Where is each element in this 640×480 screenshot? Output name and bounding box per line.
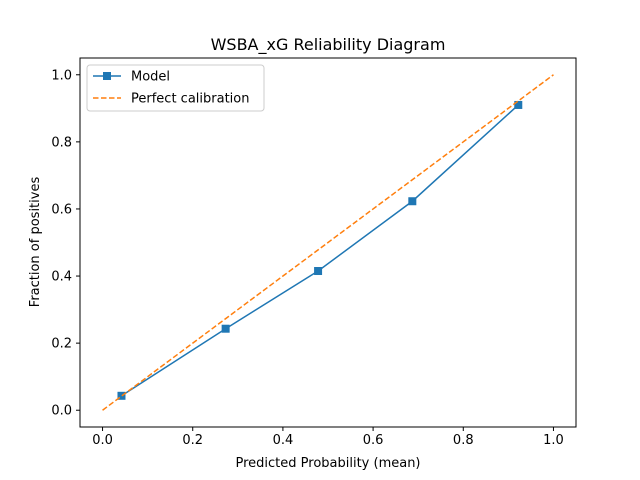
x-tick-label: 0.4 bbox=[273, 433, 294, 448]
legend: Model Perfect calibration bbox=[86, 64, 265, 112]
y-tick-label: 0.4 bbox=[51, 270, 72, 285]
legend-swatch-marker bbox=[103, 72, 111, 80]
data-point bbox=[117, 391, 126, 400]
y-tick-label: 0.8 bbox=[51, 135, 72, 150]
data-point bbox=[314, 267, 323, 276]
data-point bbox=[408, 197, 417, 206]
legend-label: Model bbox=[131, 70, 170, 85]
x-tick-label: 0.0 bbox=[92, 433, 113, 448]
legend-label: Perfect calibration bbox=[131, 92, 249, 107]
series-line-1 bbox=[102, 74, 554, 411]
y-tick-label: 0.6 bbox=[51, 202, 72, 217]
legend-box bbox=[86, 64, 265, 112]
x-axis-label: Predicted Probability (mean) bbox=[235, 456, 420, 471]
x-tick-label: 0.8 bbox=[453, 433, 474, 448]
plot-area: 0.0 0.0 0.2 0.2 0.4 0.4 0.6 0.6 0.8 0.8 1.0 1.0 bbox=[51, 57, 577, 448]
y-tick-label: 0.0 bbox=[51, 404, 72, 419]
axes-frame bbox=[79, 57, 577, 428]
x-tick-label: 0.2 bbox=[182, 433, 203, 448]
x-tick-label: 0.6 bbox=[363, 433, 384, 448]
y-tick-label: 0.2 bbox=[51, 337, 72, 352]
chart-title: WSBA_xG Reliability Diagram bbox=[211, 35, 446, 55]
data-point bbox=[514, 100, 523, 109]
x-tick-label: 1.0 bbox=[543, 433, 564, 448]
y-axis-label: Fraction of positives bbox=[28, 177, 43, 308]
data-point bbox=[221, 324, 230, 333]
y-tick-label: 1.0 bbox=[51, 68, 72, 83]
